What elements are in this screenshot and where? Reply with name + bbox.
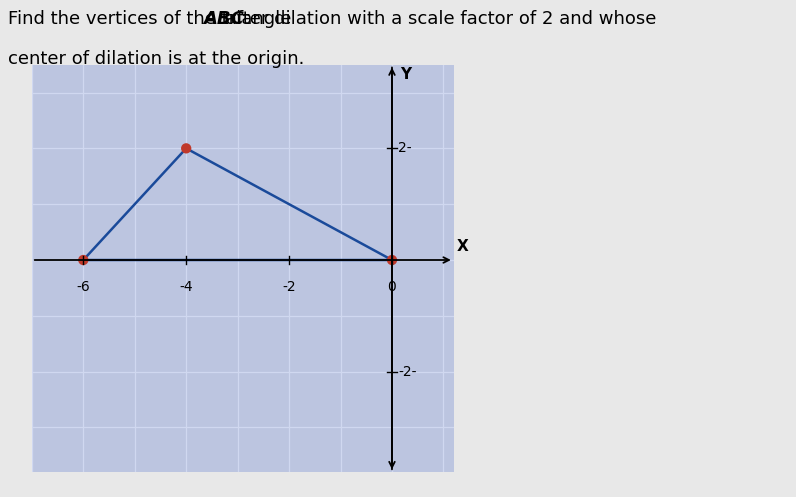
Text: -2: -2	[283, 279, 296, 294]
Text: center of dilation is at the origin.: center of dilation is at the origin.	[8, 50, 304, 68]
Text: -6: -6	[76, 279, 90, 294]
Text: Find the vertices of the triangle: Find the vertices of the triangle	[8, 10, 297, 28]
Point	[77, 256, 90, 264]
Text: ABC: ABC	[203, 10, 244, 28]
Text: Y: Y	[400, 68, 411, 83]
Text: 2-: 2-	[398, 141, 412, 156]
Text: -2-: -2-	[398, 365, 416, 379]
Text: after dilation with a scale factor of 2 and whose: after dilation with a scale factor of 2 …	[220, 10, 657, 28]
Point	[180, 144, 193, 152]
Point	[385, 256, 398, 264]
Text: -4: -4	[179, 279, 193, 294]
Text: 0: 0	[388, 279, 396, 294]
Text: X: X	[456, 239, 468, 253]
